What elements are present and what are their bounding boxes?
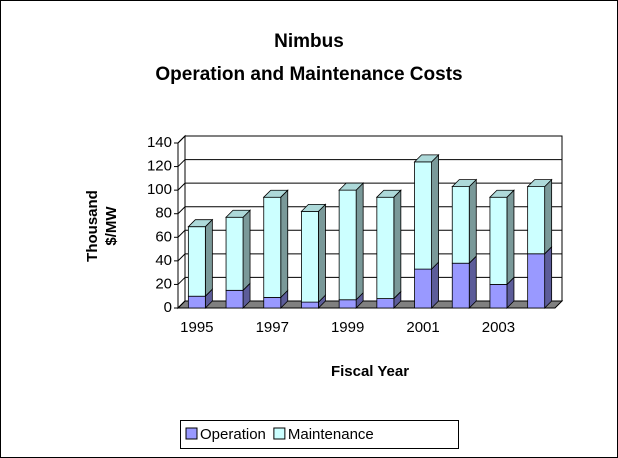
x-tick-label: 1995 bbox=[180, 319, 213, 336]
x-tick-label: 2003 bbox=[482, 319, 515, 336]
bar-side bbox=[468, 255, 477, 309]
bar-side bbox=[468, 178, 477, 265]
y-axis-title-line: $/MW bbox=[103, 206, 120, 246]
bar bbox=[376, 298, 395, 309]
bar bbox=[338, 189, 357, 301]
bar-side bbox=[355, 182, 364, 301]
chart-title: Operation and Maintenance Costs bbox=[155, 64, 462, 85]
y-tick-label: 60 bbox=[155, 228, 172, 245]
bar-top bbox=[225, 209, 252, 218]
bar-top bbox=[488, 189, 515, 198]
bar bbox=[376, 196, 395, 299]
y-tick-label: 120 bbox=[147, 158, 172, 175]
y-tick-label: 140 bbox=[147, 134, 172, 151]
bar bbox=[263, 196, 282, 298]
y-tick-label: 0 bbox=[164, 299, 172, 316]
bar-side bbox=[204, 218, 213, 298]
bar-top bbox=[451, 179, 478, 188]
bar bbox=[225, 216, 244, 291]
bar bbox=[338, 299, 357, 309]
y-axis-title: Thousand $/MW bbox=[84, 190, 120, 262]
y-tick-label: 20 bbox=[155, 275, 172, 292]
grid-line bbox=[177, 182, 186, 191]
bar bbox=[187, 295, 206, 309]
bar bbox=[301, 210, 319, 303]
side-wall bbox=[177, 134, 186, 310]
y-tick-label: 80 bbox=[155, 205, 172, 222]
grid-line bbox=[177, 300, 186, 309]
legend-label: Operation bbox=[200, 426, 266, 443]
legend-swatch bbox=[273, 427, 286, 440]
bar-side bbox=[544, 178, 553, 255]
bar-side bbox=[544, 245, 553, 309]
bar-top bbox=[338, 182, 365, 191]
bar-side bbox=[393, 189, 402, 300]
bar-top bbox=[300, 203, 327, 212]
bar-top bbox=[413, 154, 440, 163]
bar bbox=[451, 262, 470, 309]
bar-side bbox=[242, 209, 251, 292]
bar bbox=[263, 296, 282, 309]
bar bbox=[489, 284, 508, 309]
grid-line bbox=[177, 277, 186, 285]
grid-line bbox=[177, 159, 186, 167]
bar-top bbox=[262, 189, 289, 198]
legend-label: Maintenance bbox=[288, 426, 374, 443]
x-tick-label: 2001 bbox=[406, 319, 439, 336]
y-axis-title-line: Thousand bbox=[84, 190, 101, 262]
grid-line bbox=[177, 135, 186, 144]
grid-line bbox=[177, 253, 186, 262]
x-axis-title: Fiscal Year bbox=[331, 363, 409, 380]
bar bbox=[187, 226, 206, 297]
y-tick-label: 40 bbox=[155, 252, 172, 269]
legend-box bbox=[180, 420, 459, 449]
bar-top bbox=[187, 219, 214, 228]
bar-side bbox=[506, 189, 515, 286]
x-tick-label: 1999 bbox=[331, 319, 364, 336]
bar bbox=[225, 289, 244, 309]
x-tick-label: 1997 bbox=[256, 319, 289, 336]
bar bbox=[527, 186, 546, 255]
legend-swatch bbox=[185, 427, 198, 440]
grid-line bbox=[177, 229, 186, 238]
chart-title: Nimbus bbox=[274, 31, 344, 52]
bar-side bbox=[431, 153, 439, 271]
bar-side bbox=[431, 261, 439, 309]
bar bbox=[301, 301, 319, 309]
bar bbox=[451, 186, 470, 264]
bar-top bbox=[526, 179, 553, 188]
bar-side bbox=[280, 189, 289, 299]
bar bbox=[527, 253, 546, 309]
y-tick-label: 100 bbox=[147, 181, 172, 198]
bar-top bbox=[375, 189, 402, 198]
bar-side bbox=[318, 203, 326, 304]
bar bbox=[489, 196, 508, 285]
bar bbox=[414, 161, 432, 270]
bar bbox=[414, 268, 432, 309]
grid-line bbox=[177, 206, 186, 215]
